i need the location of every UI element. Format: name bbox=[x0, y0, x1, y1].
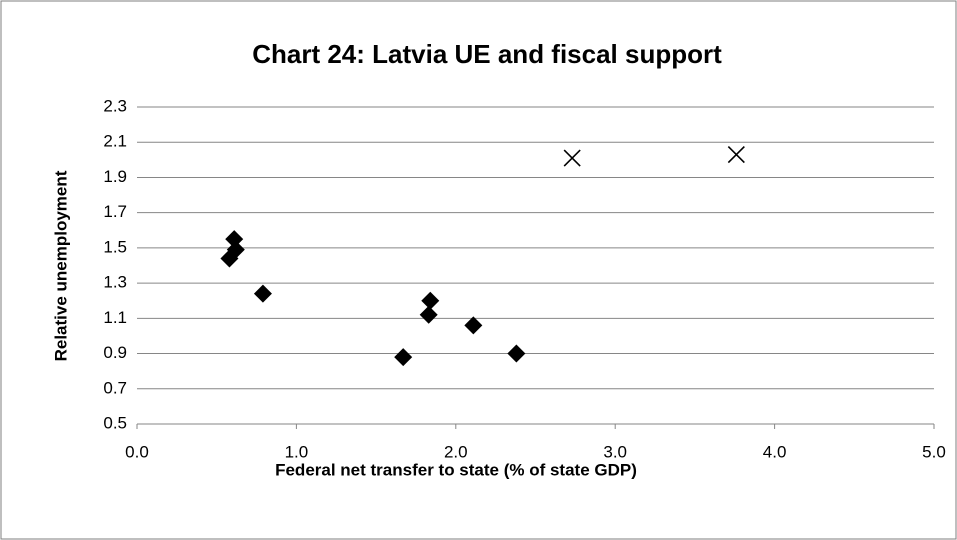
y-axis-title: Relative unemployment bbox=[51, 170, 70, 361]
y-tick-label: 2.3 bbox=[103, 96, 127, 115]
x-tick-label: 2.0 bbox=[444, 442, 468, 461]
y-tick-label: 1.9 bbox=[103, 167, 127, 186]
chart-title: Chart 24: Latvia UE and fiscal support bbox=[252, 39, 722, 69]
x-tick-label: 4.0 bbox=[763, 442, 787, 461]
point bbox=[220, 249, 239, 268]
point bbox=[507, 344, 526, 363]
y-tick-label: 1.7 bbox=[103, 202, 127, 221]
point bbox=[253, 284, 272, 303]
x-tick-label: 3.0 bbox=[603, 442, 627, 461]
x-tick-label: 5.0 bbox=[922, 442, 946, 461]
y-tick-label: 1.5 bbox=[103, 237, 127, 256]
y-tick-label: 0.9 bbox=[103, 343, 127, 362]
y-tick-label: 1.3 bbox=[103, 273, 127, 292]
point bbox=[563, 149, 581, 167]
point bbox=[394, 348, 413, 367]
y-tick-label: 2.1 bbox=[103, 132, 127, 151]
x-axis-title: Federal net transfer to state (% of stat… bbox=[275, 460, 637, 479]
x-tick-label: 1.0 bbox=[285, 442, 309, 461]
point bbox=[419, 305, 438, 324]
point bbox=[226, 240, 245, 259]
point bbox=[727, 145, 745, 164]
point bbox=[421, 291, 440, 310]
y-tick-label: 0.5 bbox=[103, 413, 127, 432]
y-tick-label: 1.1 bbox=[103, 308, 127, 327]
point bbox=[464, 316, 483, 335]
x-tick-label: 0.0 bbox=[125, 442, 149, 461]
y-tick-label: 0.7 bbox=[103, 378, 127, 397]
